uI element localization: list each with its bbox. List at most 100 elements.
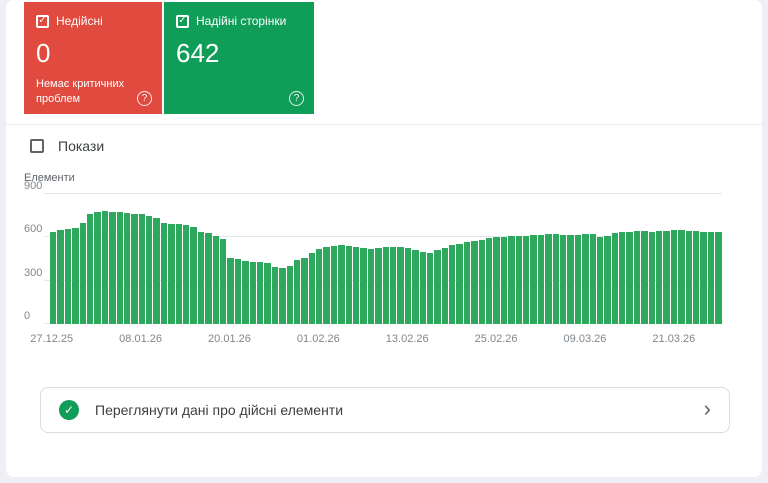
- bar: [537, 235, 545, 324]
- bar: [604, 235, 611, 324]
- chart-plot: 0 300 600 900 27.12.25 08.01.26 20.01.26 01.02.…: [24, 180, 722, 345]
- bar: [219, 238, 227, 324]
- bar: [596, 237, 604, 324]
- bar-series: [50, 194, 722, 324]
- bar: [131, 213, 138, 324]
- bar: [493, 237, 500, 324]
- invalid-checkbox[interactable]: ✓: [36, 14, 49, 28]
- bar: [375, 248, 382, 324]
- y-axis-tick-label: 900: [24, 180, 43, 192]
- bar: [707, 232, 715, 324]
- invalid-count: 0: [36, 38, 51, 68]
- bar: [123, 212, 131, 324]
- bar: [183, 225, 190, 324]
- invalid-card[interactable]: ✓ Недійсні 0 Немає критичних проблем ?: [24, 2, 162, 114]
- bar: [330, 246, 338, 324]
- help-icon[interactable]: ?: [289, 91, 304, 106]
- bar: [249, 261, 256, 324]
- valid-card-label: Надійні сторінки: [196, 14, 287, 28]
- bar: [552, 234, 559, 324]
- bar: [426, 252, 434, 324]
- x-axis-tick-label: 20.01.26: [208, 333, 251, 345]
- bar: [449, 245, 456, 324]
- bar: [530, 235, 537, 324]
- valid-check-icon: ✓: [59, 400, 79, 420]
- invalid-card-label: Недійсні: [56, 14, 103, 28]
- bar: [670, 230, 678, 324]
- valid-checkbox[interactable]: ✓: [176, 14, 189, 28]
- impressions-toggle[interactable]: Покази: [30, 138, 104, 154]
- bar: [153, 217, 160, 324]
- bar: [663, 230, 670, 324]
- bar: [205, 233, 212, 324]
- bar: [478, 239, 486, 324]
- bar: [190, 227, 197, 324]
- impressions-checkbox[interactable]: [30, 139, 44, 153]
- bar: [360, 248, 367, 324]
- bar: [685, 230, 692, 324]
- bar: [656, 231, 663, 324]
- status-cards-row: ✓ Недійсні 0 Немає критичних проблем ? ✓…: [24, 2, 314, 114]
- bar: [419, 251, 426, 324]
- bar: [648, 231, 656, 324]
- section-divider: [6, 124, 762, 125]
- bar: [382, 247, 389, 324]
- valid-card[interactable]: ✓ Надійні сторінки 642 ?: [164, 2, 314, 114]
- bar: [57, 230, 64, 324]
- bar: [692, 230, 700, 324]
- y-axis-tick-label: 300: [24, 266, 43, 279]
- bar: [633, 230, 641, 324]
- invalid-card-subtext: Немає критичних проблем: [36, 78, 125, 106]
- bar: [523, 235, 530, 324]
- bar: [109, 212, 116, 324]
- bar: [323, 246, 330, 324]
- bar: [641, 230, 648, 324]
- bar: [678, 230, 685, 324]
- bar: [463, 242, 471, 324]
- help-icon[interactable]: ?: [137, 91, 152, 106]
- bar: [264, 262, 271, 324]
- check-icon: ✓: [38, 15, 47, 26]
- bar: [345, 246, 353, 324]
- bar: [700, 231, 707, 324]
- bar: [389, 247, 397, 324]
- bar: [456, 243, 463, 324]
- bar: [619, 231, 626, 324]
- impressions-label: Покази: [58, 138, 105, 154]
- y-axis-tick-label: 600: [24, 223, 43, 236]
- bar: [515, 235, 522, 324]
- bar: [353, 247, 360, 324]
- bar: [279, 268, 286, 324]
- x-axis-tick-label: 01.02.26: [296, 333, 340, 345]
- bar: [397, 247, 404, 324]
- bar: [574, 234, 582, 324]
- bar: [308, 253, 316, 324]
- bar: [256, 261, 264, 324]
- bar: [611, 233, 619, 324]
- bar: [293, 260, 301, 324]
- gridline: [44, 193, 722, 194]
- bar: [715, 231, 722, 324]
- bar: [412, 249, 419, 324]
- bar: [86, 214, 94, 324]
- bar: [50, 231, 57, 324]
- gridline: [44, 236, 722, 238]
- bar: [508, 235, 515, 324]
- coverage-report-panel: ✓ Недійсні 0 Немає критичних проблем ? ✓…: [6, 0, 762, 477]
- bar: [160, 222, 168, 324]
- bar: [197, 231, 205, 324]
- chart-y-axis-title: Елементи: [24, 172, 75, 184]
- bar: [79, 222, 86, 324]
- bar: [101, 211, 109, 324]
- footer-link-label: Переглянути дані про дійсні елементи: [95, 402, 344, 418]
- bar: [471, 240, 478, 324]
- bar: [589, 234, 596, 324]
- bar: [94, 212, 101, 324]
- y-axis-tick-label: 0: [24, 310, 31, 322]
- bar: [72, 227, 79, 324]
- x-axis-tick-label: 27.12.25: [30, 333, 74, 345]
- bar: [168, 224, 175, 324]
- bar: [559, 235, 567, 324]
- view-valid-items-link[interactable]: ✓ Переглянути дані про дійсні елементи ›: [40, 387, 730, 433]
- bar: [227, 257, 234, 324]
